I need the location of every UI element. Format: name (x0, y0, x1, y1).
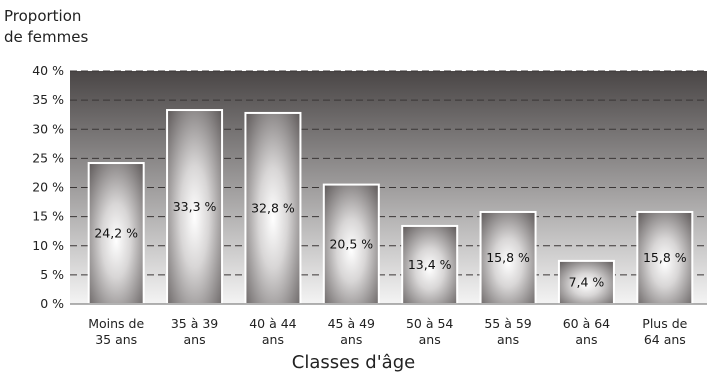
y-tick-label: 40 % (32, 63, 64, 78)
y-tick-label: 30 % (32, 121, 64, 136)
category-label: 60 à 64 ans (563, 316, 610, 347)
bar (322, 183, 380, 305)
bar-value-label: 24,2 % (94, 226, 138, 241)
y-axis-title: Proportion de femmes (4, 7, 89, 46)
category-label: 35 à 39 ans (171, 316, 218, 347)
bar-value-label: 7,4 % (569, 274, 605, 289)
bar-value-label: 20,5 % (329, 236, 373, 251)
bar-value-label: 15,8 % (643, 250, 687, 265)
bar (636, 210, 694, 305)
y-tick-label: 20 % (32, 180, 64, 195)
y-tick-label: 0 % (40, 296, 64, 311)
y-tick-label: 35 % (32, 92, 64, 107)
bar-value-label: 33,3 % (173, 199, 217, 214)
bar-value-label: 32,8 % (251, 200, 295, 215)
bar (87, 162, 145, 305)
x-axis-title: Classes d'âge (291, 352, 416, 373)
y-tick-label: 10 % (32, 238, 64, 253)
bar (244, 111, 302, 305)
category-label: 45 à 49 ans (328, 316, 375, 347)
category-label: 50 à 54 ans (406, 316, 453, 347)
y-tick-label: 15 % (32, 209, 64, 224)
bar-value-label: 15,8 % (486, 250, 530, 265)
bar (557, 259, 615, 305)
bars: 24,2 % 33,3 % 32,8 % 20,5 % 13,4 % 15,8 % 7,4 … (87, 109, 694, 306)
category-label: Plus de 64 ans (642, 316, 687, 347)
y-tick-label: 5 % (40, 267, 64, 282)
category-label: Moins de 35 ans (88, 316, 144, 347)
category-label: 40 à 44 ans (249, 316, 296, 347)
y-axis-ticks: 0 % 5 % 10 % 15 % 20 % 25 % 30 % 35 % 40 % (32, 63, 64, 311)
y-tick-label: 25 % (32, 150, 64, 165)
category-label: 55 à 59 ans (484, 316, 531, 347)
bar (166, 109, 224, 305)
x-axis-categories: Moins de 35 ans 35 à 39 ans 40 à 44 ans 45 à 4… (88, 316, 687, 347)
bar-value-label: 13,4 % (408, 257, 452, 272)
